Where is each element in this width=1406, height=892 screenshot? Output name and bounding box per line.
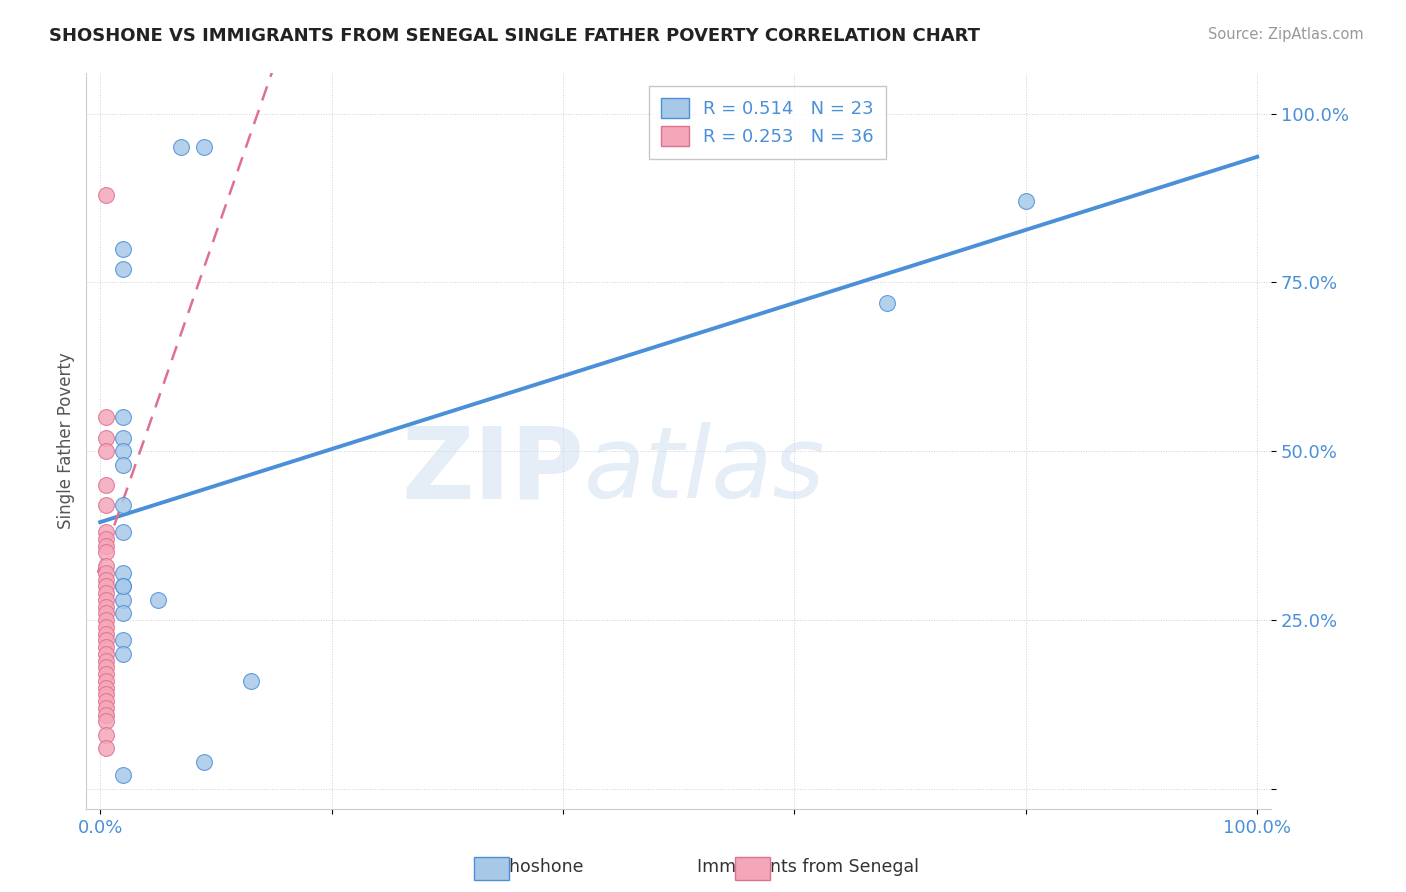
- Point: [112, 261, 135, 276]
- Point: [112, 647, 135, 661]
- Point: [94, 620, 117, 634]
- Point: [94, 613, 117, 627]
- Point: [94, 667, 117, 681]
- Point: [94, 431, 117, 445]
- Point: [876, 295, 898, 310]
- Point: [193, 140, 215, 154]
- Point: [94, 640, 117, 654]
- Point: [94, 525, 117, 540]
- Point: [94, 701, 117, 715]
- Text: Immigrants from Senegal: Immigrants from Senegal: [697, 858, 920, 876]
- Point: [239, 673, 262, 688]
- Point: [112, 458, 135, 472]
- Point: [94, 498, 117, 512]
- Point: [94, 714, 117, 729]
- Point: [94, 654, 117, 668]
- Point: [94, 579, 117, 593]
- Point: [94, 681, 117, 695]
- Point: [94, 545, 117, 559]
- Point: [94, 410, 117, 425]
- Point: [112, 525, 135, 540]
- Point: [112, 607, 135, 621]
- Text: Source: ZipAtlas.com: Source: ZipAtlas.com: [1208, 27, 1364, 42]
- Point: [94, 694, 117, 708]
- Point: [112, 633, 135, 648]
- Point: [94, 741, 117, 756]
- Point: [112, 410, 135, 425]
- Point: [112, 579, 135, 593]
- Point: [94, 599, 117, 614]
- Y-axis label: Single Father Poverty: Single Father Poverty: [58, 352, 75, 530]
- Point: [94, 559, 117, 574]
- Point: [112, 768, 135, 782]
- Point: [94, 687, 117, 701]
- Point: [94, 607, 117, 621]
- Point: [94, 673, 117, 688]
- Point: [94, 187, 117, 202]
- Point: [94, 444, 117, 458]
- Point: [112, 242, 135, 256]
- Text: atlas: atlas: [583, 422, 825, 519]
- Point: [94, 728, 117, 742]
- Point: [193, 755, 215, 769]
- Point: [112, 592, 135, 607]
- Point: [94, 660, 117, 674]
- Point: [112, 444, 135, 458]
- Point: [94, 478, 117, 492]
- Text: ZIP: ZIP: [401, 422, 583, 519]
- Point: [94, 539, 117, 553]
- Point: [94, 707, 117, 722]
- Point: [1015, 194, 1038, 209]
- Text: Shoshone: Shoshone: [499, 858, 583, 876]
- Point: [94, 573, 117, 587]
- Point: [94, 592, 117, 607]
- Point: [112, 579, 135, 593]
- Text: SHOSHONE VS IMMIGRANTS FROM SENEGAL SINGLE FATHER POVERTY CORRELATION CHART: SHOSHONE VS IMMIGRANTS FROM SENEGAL SING…: [49, 27, 980, 45]
- Point: [94, 532, 117, 546]
- Point: [94, 566, 117, 580]
- Point: [112, 566, 135, 580]
- Point: [94, 633, 117, 648]
- Point: [94, 647, 117, 661]
- Point: [112, 431, 135, 445]
- Point: [94, 586, 117, 600]
- Point: [94, 626, 117, 640]
- Point: [146, 592, 169, 607]
- Legend: R = 0.514   N = 23, R = 0.253   N = 36: R = 0.514 N = 23, R = 0.253 N = 36: [648, 86, 886, 159]
- Point: [112, 498, 135, 512]
- Point: [170, 140, 193, 154]
